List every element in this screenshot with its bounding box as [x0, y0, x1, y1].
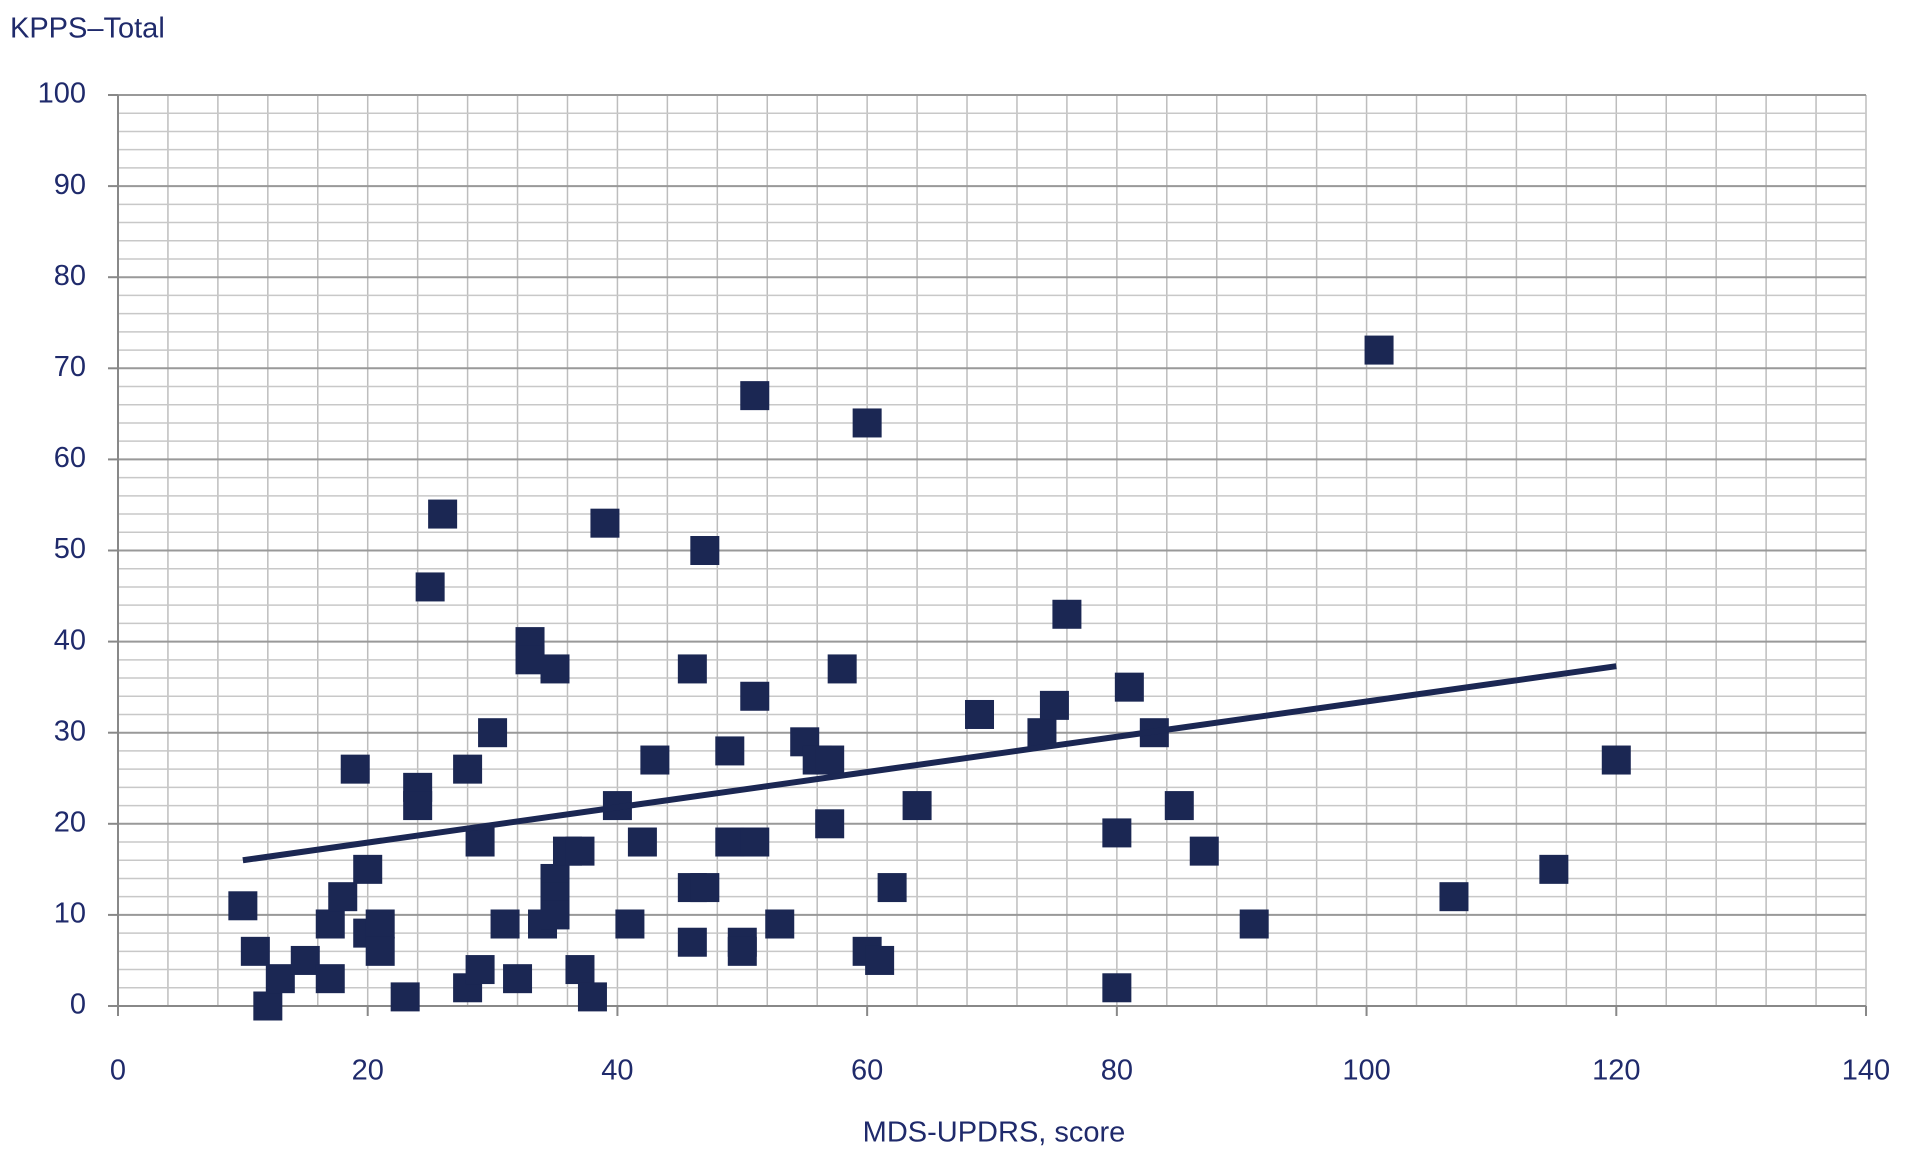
- marker: [1601, 745, 1631, 775]
- marker: [315, 909, 345, 939]
- marker: [902, 791, 932, 821]
- x-tick-label: 100: [1342, 1055, 1390, 1087]
- marker: [453, 754, 483, 784]
- x-tick-label: 0: [110, 1055, 126, 1087]
- marker: [465, 955, 495, 985]
- marker: [690, 536, 720, 565]
- marker: [390, 982, 420, 1012]
- marker: [740, 827, 770, 857]
- marker: [815, 745, 845, 775]
- marker: [1027, 718, 1057, 748]
- marker: [627, 827, 657, 857]
- marker: [852, 408, 882, 438]
- marker: [540, 900, 570, 930]
- y-tick-label: 20: [54, 806, 86, 838]
- marker: [1164, 791, 1194, 821]
- trendline: [242, 663, 1617, 864]
- y-tick-label: 70: [54, 351, 86, 383]
- marker: [815, 809, 845, 839]
- marker: [690, 873, 720, 903]
- marker: [565, 836, 595, 866]
- marker: [328, 882, 358, 912]
- y-tick-label: 80: [54, 260, 86, 292]
- marker: [565, 955, 595, 985]
- marker: [1239, 909, 1269, 939]
- x-tick-label: 20: [352, 1055, 384, 1087]
- x-tick-label: 140: [1842, 1055, 1890, 1087]
- marker: [715, 827, 745, 857]
- marker: [1189, 836, 1219, 866]
- marker: [865, 945, 895, 975]
- marker: [577, 982, 607, 1012]
- marker: [253, 991, 283, 1021]
- marker: [365, 909, 395, 939]
- marker: [353, 854, 383, 884]
- marker: [740, 381, 770, 411]
- y-tick-label: 30: [54, 715, 86, 747]
- marker: [965, 699, 995, 729]
- marker: [677, 927, 707, 957]
- y-tick-label: 90: [54, 169, 86, 201]
- marker: [1052, 599, 1082, 629]
- marker: [365, 936, 395, 966]
- marker: [877, 873, 907, 903]
- marker: [240, 936, 270, 966]
- marker: [1114, 672, 1144, 702]
- x-tick-label: 40: [601, 1055, 633, 1087]
- marker: [315, 964, 345, 994]
- x-tick-label: 80: [1101, 1055, 1133, 1087]
- marker: [540, 654, 570, 684]
- y-tick-label: 50: [54, 533, 86, 565]
- marker: [740, 681, 770, 711]
- marker: [290, 945, 320, 975]
- marker: [1102, 818, 1132, 848]
- marker: [590, 508, 620, 538]
- marker: [1439, 882, 1469, 912]
- marker: [640, 745, 670, 775]
- marker: [765, 909, 795, 939]
- marker: [465, 827, 495, 857]
- y-axis-title: KPPS–Total: [10, 13, 165, 45]
- marker: [490, 909, 520, 939]
- marker: [340, 754, 370, 784]
- marker: [265, 964, 295, 994]
- marker: [715, 736, 745, 766]
- y-tick-label: 0: [70, 989, 86, 1021]
- marker: [727, 936, 757, 966]
- x-tick-label: 60: [851, 1055, 883, 1087]
- marker: [503, 964, 533, 994]
- marker: [478, 718, 508, 748]
- y-tick-label: 100: [38, 78, 86, 110]
- marker: [403, 791, 433, 821]
- y-tick-label: 10: [54, 898, 86, 930]
- marker: [228, 891, 258, 921]
- marker: [415, 572, 445, 602]
- marker: [1102, 973, 1132, 1003]
- marker: [1364, 335, 1394, 365]
- x-tick-label: 120: [1592, 1055, 1640, 1087]
- x-axis-title: MDS-UPDRS, score: [863, 1117, 1126, 1149]
- y-tick-label: 60: [54, 442, 86, 474]
- y-tick-label: 40: [54, 624, 86, 656]
- marker: [827, 654, 857, 684]
- marker: [1039, 690, 1069, 720]
- marker: [615, 909, 645, 939]
- marker: [515, 645, 545, 675]
- marker: [428, 499, 458, 529]
- marker: [677, 654, 707, 684]
- marker: [1539, 854, 1569, 884]
